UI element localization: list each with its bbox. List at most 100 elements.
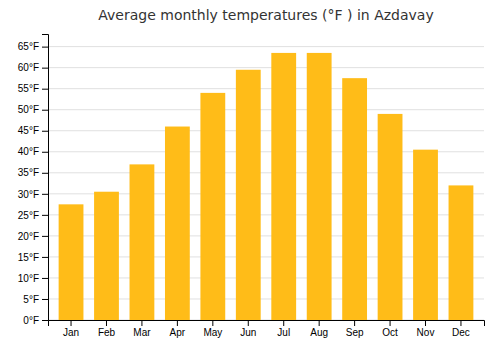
x-tick: Jan [63,320,79,338]
x-tick: Nov [417,320,435,338]
grid-line [48,88,484,89]
y-tick: 45°F [18,125,48,136]
y-tick-label: 5°F [23,294,39,305]
y-tick-label: 25°F [18,210,39,221]
y-tick: 55°F [18,83,48,94]
x-tick-mark [460,320,461,326]
x-tick-label: May [203,327,222,338]
x-tick-label: Mar [133,327,151,338]
x-tick-mark [177,320,178,326]
y-tick: 5°F [23,294,48,305]
x-tick-label: Nov [417,327,435,338]
x-axis-line [49,321,485,327]
bar [236,70,261,320]
y-axis: 0°F 5°F 10°F 15°F 20°F 25°F 30°F 35°F 40°F 45°F 50… [18,35,49,326]
y-tick-mark [42,236,48,237]
x-tick-label: Aug [310,327,328,338]
bar [449,185,474,320]
bar [130,164,155,320]
y-tick-label: 65°F [18,41,39,52]
x-axis: Jan Feb Mar Apr May Jun Jul Aug Sep Oct Nov Dec [49,320,485,338]
bar [342,78,367,320]
x-tick: Jun [240,320,256,338]
bar [378,114,403,320]
y-tick-mark [42,299,48,300]
grid [48,47,484,320]
bars [59,53,474,320]
x-tick-label: Oct [382,327,398,338]
x-tick: May [203,320,222,338]
x-tick-label: Jan [63,327,79,338]
y-tick: 30°F [18,189,48,200]
y-tick-mark [42,89,48,90]
y-tick-label: 0°F [23,315,39,326]
x-tick: Mar [133,320,151,338]
x-tick: Sep [346,320,364,338]
x-tick: Oct [382,320,398,338]
y-tick-label: 50°F [18,104,39,115]
y-tick-mark [42,194,48,195]
y-tick-mark [42,320,48,321]
x-tick-mark [319,320,320,326]
x-tick: Jul [277,320,290,338]
x-tick-mark [283,320,284,326]
x-tick-mark [354,320,355,326]
y-tick: 35°F [18,167,48,178]
x-tick-mark [106,320,107,326]
x-tick-label: Apr [170,327,186,338]
chart: 0°F 5°F 10°F 15°F 20°F 25°F 30°F 35°F 40°F 45°F 50… [0,0,500,350]
y-tick: 25°F [18,210,48,221]
y-tick: 15°F [18,252,48,263]
y-tick-label: 15°F [18,252,39,263]
grid-line [48,109,484,110]
x-tick: Apr [170,320,186,338]
y-tick-mark [42,215,48,216]
y-tick: 40°F [18,146,48,157]
y-tick-label: 40°F [18,146,39,157]
grid-line [48,130,484,131]
y-tick-mark [42,278,48,279]
x-tick-mark [425,320,426,326]
y-tick-mark [42,68,48,69]
bar [200,93,225,320]
x-tick-label: Feb [98,327,116,338]
y-tick-mark [42,47,48,48]
bar [94,192,119,320]
y-tick-label: 10°F [18,273,39,284]
title: Average monthly temperatures (°F ) in Az… [98,7,433,23]
grid-line [48,67,484,68]
x-tick: Dec [452,320,470,338]
grid-line [48,46,484,47]
x-tick-mark [212,320,213,326]
y-tick-label: 45°F [18,125,39,136]
y-tick-label: 60°F [18,62,39,73]
y-tick: 65°F [18,41,48,52]
x-tick-mark [390,320,391,326]
y-tick-label: 20°F [18,231,39,242]
y-tick-label: 35°F [18,167,39,178]
y-tick: 20°F [18,231,48,242]
x-tick-mark [141,320,142,326]
y-tick-mark [42,131,48,132]
x-tick-label: Jul [277,327,290,338]
y-tick: 60°F [18,62,48,73]
x-tick-label: Sep [346,327,364,338]
bar [271,53,296,320]
y-tick: 10°F [18,273,48,284]
y-tick: 0°F [23,315,48,326]
x-tick-mark [248,320,249,326]
x-tick: Aug [310,320,328,338]
x-tick-label: Jun [240,327,256,338]
y-tick-mark [42,173,48,174]
y-tick-label: 30°F [18,189,39,200]
bar [165,127,190,320]
x-tick-label: Dec [452,327,470,338]
y-tick: 50°F [18,104,48,115]
y-axis-line [42,35,49,321]
y-tick-label: 55°F [18,83,39,94]
plot-area: 0°F 5°F 10°F 15°F 20°F 25°F 30°F 35°F 40°F 45°F 50… [18,35,485,339]
y-tick-mark [42,152,48,153]
x-tick-mark [71,320,72,326]
x-tick: Feb [98,320,116,338]
bar [307,53,332,320]
